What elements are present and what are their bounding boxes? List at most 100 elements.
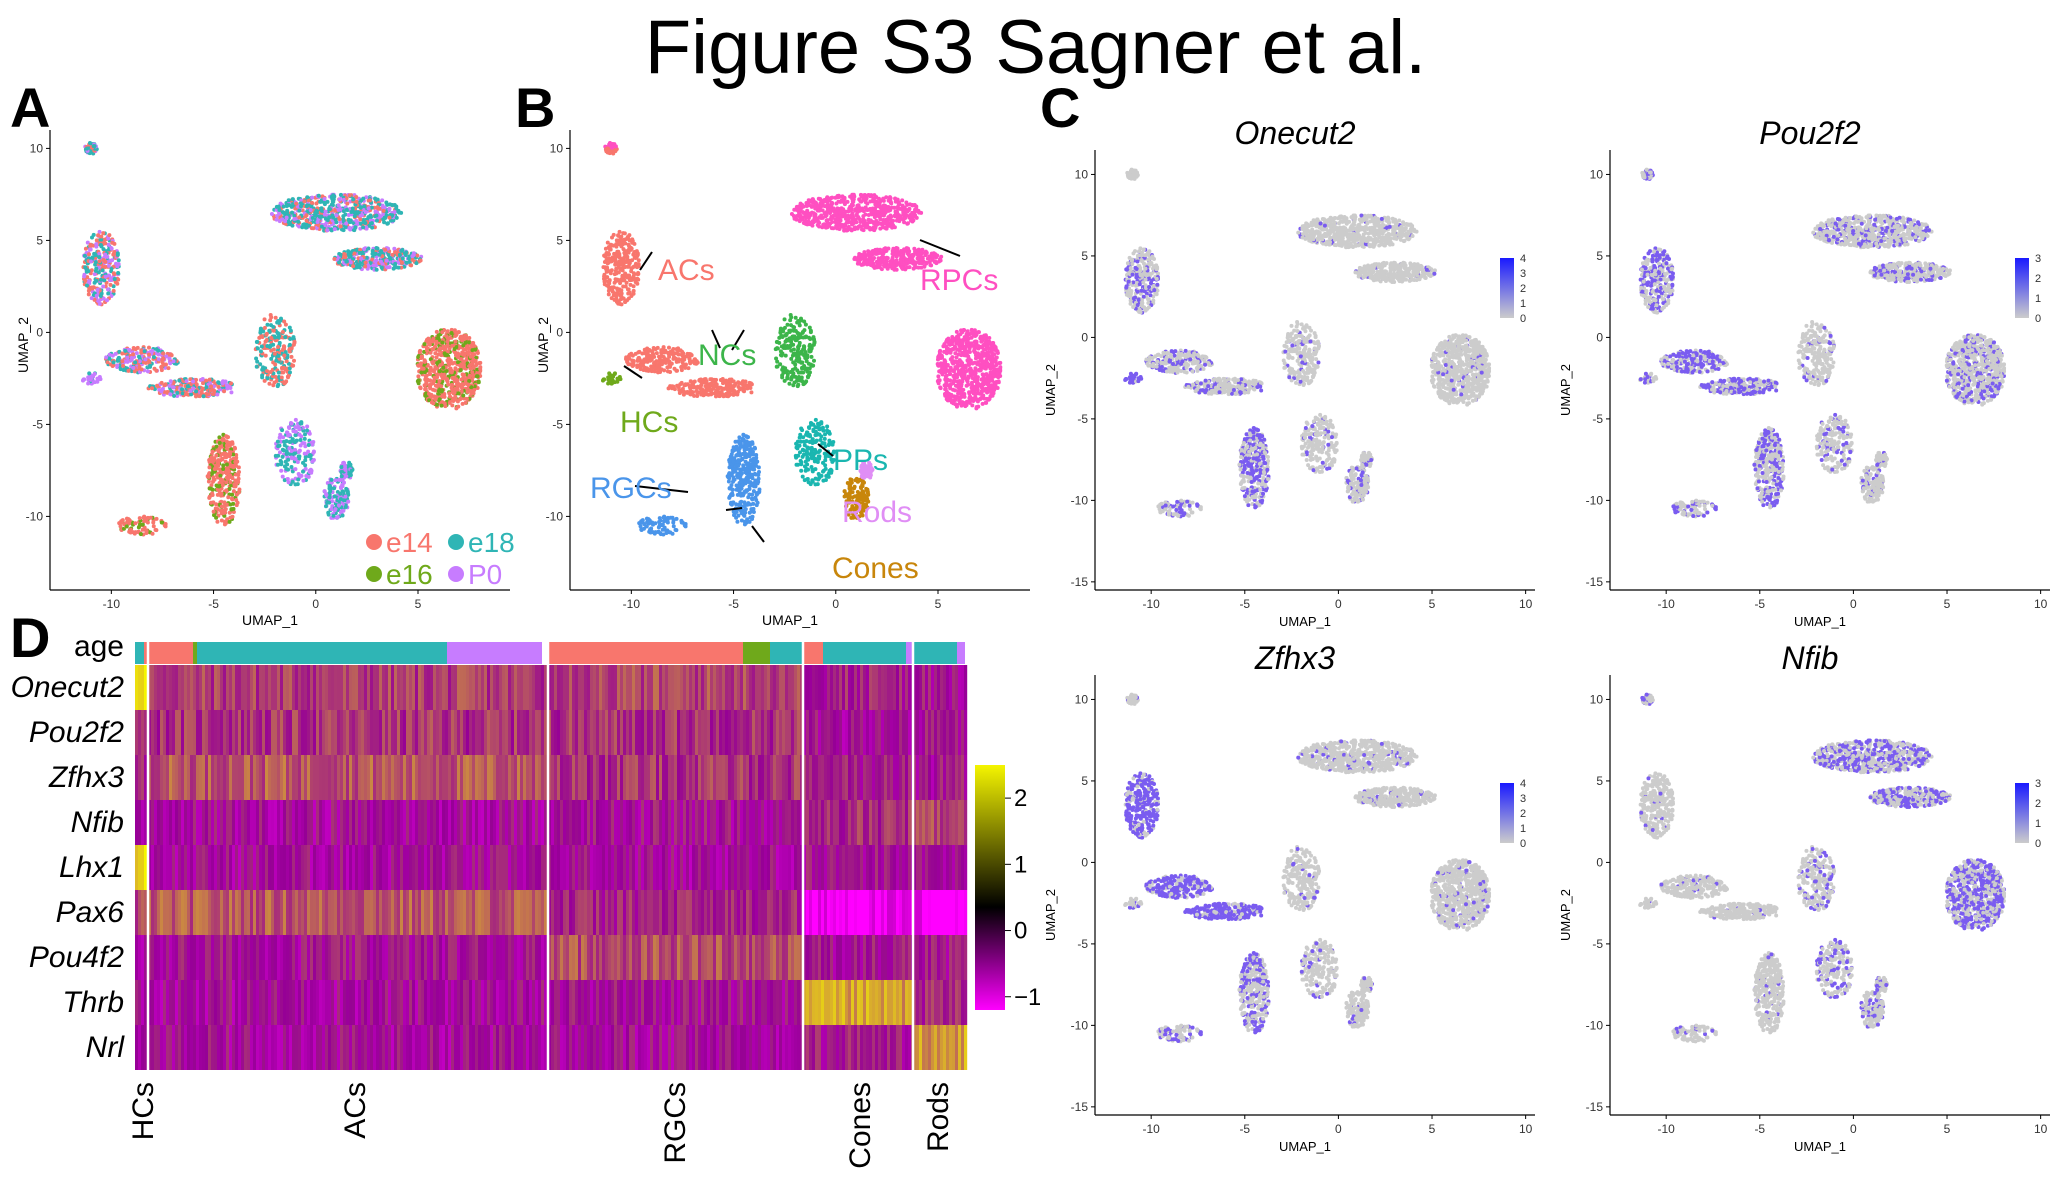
umap-point xyxy=(700,391,705,396)
umap-point xyxy=(275,462,280,467)
umap-point xyxy=(447,394,452,399)
umap-point xyxy=(94,238,99,243)
umap-point xyxy=(654,351,659,356)
umap-point xyxy=(279,439,284,444)
umap-point xyxy=(296,219,301,224)
umap-point xyxy=(789,348,794,353)
umap-point xyxy=(120,359,125,364)
umap-point xyxy=(387,206,392,211)
umap-point xyxy=(788,369,793,374)
umap-point xyxy=(306,449,311,454)
umap-point xyxy=(622,278,627,283)
umap-point xyxy=(339,474,344,479)
umap-point xyxy=(214,453,219,458)
umap-point xyxy=(304,473,309,478)
umap-point xyxy=(309,470,314,475)
umap-point xyxy=(467,340,472,345)
umap-point xyxy=(133,360,138,365)
y-tick-label: 0 xyxy=(556,325,563,339)
umap-point xyxy=(785,376,790,381)
umap-point xyxy=(222,500,227,505)
umap-point xyxy=(872,214,877,219)
umap-point xyxy=(686,366,691,371)
umap-point xyxy=(452,346,457,351)
umap-point xyxy=(106,242,111,247)
umap-point xyxy=(410,254,415,259)
umap-point xyxy=(622,237,627,242)
umap-point xyxy=(207,465,212,470)
umap-point xyxy=(775,359,780,364)
umap-point xyxy=(319,208,324,213)
umap-point xyxy=(255,359,260,364)
umap-point xyxy=(927,260,932,265)
umap-point xyxy=(635,252,640,257)
umap-point xyxy=(627,352,632,357)
umap-point xyxy=(393,250,398,255)
umap-point xyxy=(207,495,212,500)
umap-point xyxy=(146,345,151,350)
umap-point xyxy=(889,205,894,210)
umap-point xyxy=(317,214,322,219)
umap-point xyxy=(461,359,466,364)
umap-point xyxy=(218,469,223,474)
umap-point xyxy=(164,354,169,359)
umap-point xyxy=(108,258,113,263)
umap-point xyxy=(358,221,363,226)
umap-point xyxy=(668,363,673,368)
umap-point xyxy=(895,205,900,210)
umap-point xyxy=(364,225,369,230)
umap-point xyxy=(814,201,819,206)
umap-point xyxy=(288,328,293,333)
umap-point xyxy=(632,277,637,282)
legend-label-e18: e18 xyxy=(468,527,515,558)
umap-point xyxy=(843,209,848,214)
umap-point xyxy=(382,205,387,210)
umap-point xyxy=(205,474,210,479)
umap-point xyxy=(346,499,351,504)
umap-point xyxy=(796,353,801,358)
umap-point xyxy=(117,349,122,354)
umap-point xyxy=(229,381,234,386)
umap-point xyxy=(127,347,132,352)
umap-point xyxy=(277,450,282,455)
umap-point xyxy=(374,213,379,218)
umap-point xyxy=(456,391,461,396)
umap-point xyxy=(103,274,108,279)
umap-point xyxy=(231,489,236,494)
umap-point xyxy=(609,268,614,273)
umap-point xyxy=(265,376,270,381)
umap-point xyxy=(175,390,180,395)
umap-point xyxy=(254,364,259,369)
umap-point xyxy=(287,366,292,371)
umap-point xyxy=(418,386,423,391)
umap-point xyxy=(811,358,816,363)
umap-point xyxy=(310,442,315,447)
umap-point xyxy=(288,439,293,444)
umap-point xyxy=(360,213,365,218)
umap-point xyxy=(304,222,309,227)
umap-point xyxy=(224,468,229,473)
umap-point xyxy=(285,477,290,482)
umap-point xyxy=(354,199,359,204)
umap-point xyxy=(145,369,150,374)
umap-point xyxy=(82,253,87,258)
umap-point xyxy=(112,272,117,277)
umap-point xyxy=(213,463,218,468)
umap-point xyxy=(372,252,377,257)
umap-point xyxy=(287,325,292,330)
umap-point xyxy=(262,317,267,322)
umap-point xyxy=(617,376,622,381)
umap-point xyxy=(796,370,801,375)
x-tick-label: 0 xyxy=(312,597,319,611)
umap-point xyxy=(353,225,358,230)
umap-point xyxy=(287,349,292,354)
umap-point xyxy=(643,348,648,353)
umap-point xyxy=(111,288,116,293)
umap-point xyxy=(624,355,629,360)
umap-point xyxy=(315,219,320,224)
umap-point xyxy=(446,382,451,387)
umap-point xyxy=(223,507,228,512)
panel-a-xlabel: UMAP_1 xyxy=(242,612,298,628)
umap-point xyxy=(142,514,147,519)
umap-point xyxy=(322,202,327,207)
